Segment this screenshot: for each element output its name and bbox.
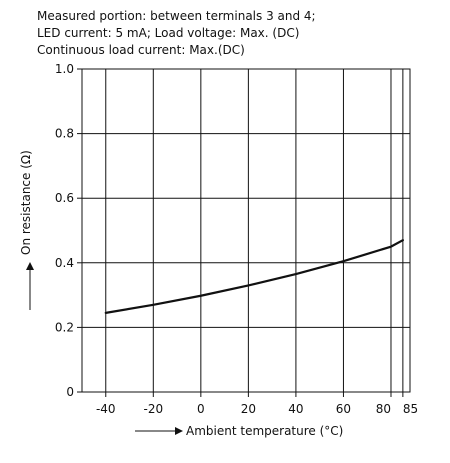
y-tick-label: 0 (66, 385, 74, 399)
chart-note-1: Measured portion: between terminals 3 an… (37, 9, 316, 23)
x-tick-label: 85 (403, 402, 418, 416)
x-tick-label: 20 (241, 402, 256, 416)
plot-area-frame (81, 68, 411, 393)
y-axis-arrow-head (26, 262, 34, 270)
axis-layer (77, 68, 411, 397)
x-tick-label: 60 (336, 402, 351, 416)
y-tick-label: 0.4 (55, 256, 74, 270)
y-axis-title: On resistance (Ω) (19, 150, 33, 255)
series-layer (104, 239, 404, 314)
chart-note-2: LED current: 5 mA; Load voltage: Max. (D… (37, 26, 299, 40)
tick-label-layer: -40 -20 0 20 40 60 80 85 0 0.2 0.4 0.6 0.8 1.0 (55, 62, 418, 416)
y-axis-title-group: On resistance (Ω) (19, 150, 34, 310)
x-axis-title-group: Ambient temperature (°C) (135, 424, 343, 438)
y-tick-label: 0.8 (55, 127, 74, 141)
series-line (104, 239, 404, 314)
x-tick-label: -20 (143, 402, 163, 416)
x-tick-label: 80 (376, 402, 391, 416)
chart-note-3: Continuous load current: Max.(DC) (37, 43, 245, 57)
x-axis-title: Ambient temperature (°C) (186, 424, 343, 438)
y-tick-label: 0.2 (55, 320, 74, 334)
x-tick-label: 40 (288, 402, 303, 416)
chart-notes: Measured portion: between terminals 3 an… (37, 9, 316, 57)
x-tick-label: -40 (96, 402, 116, 416)
y-tick-label: 1.0 (55, 62, 74, 76)
y-tick-label: 0.6 (55, 191, 74, 205)
grid-layer (82, 68, 410, 393)
x-axis-arrow-head (175, 427, 183, 435)
x-tick-label: 0 (197, 402, 205, 416)
